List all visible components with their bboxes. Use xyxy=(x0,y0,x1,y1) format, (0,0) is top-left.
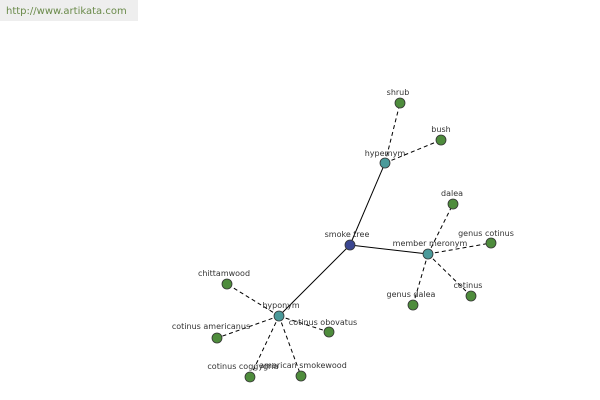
edge xyxy=(249,315,280,378)
edge xyxy=(427,242,492,255)
node[interactable] xyxy=(344,239,356,251)
node[interactable] xyxy=(485,237,497,249)
node-label[interactable]: member meronym xyxy=(393,239,468,248)
edge xyxy=(427,203,454,255)
node[interactable] xyxy=(465,290,477,302)
node[interactable] xyxy=(435,134,447,146)
node-label[interactable]: dalea xyxy=(441,189,463,198)
node[interactable] xyxy=(273,310,285,322)
edge xyxy=(384,139,442,164)
edge xyxy=(349,244,429,255)
node-label[interactable]: bush xyxy=(431,125,450,134)
node[interactable] xyxy=(244,371,256,383)
node-label[interactable]: american smokewood xyxy=(259,361,347,370)
edge xyxy=(226,283,280,317)
node-label[interactable]: genus cotinus xyxy=(458,229,514,238)
node[interactable] xyxy=(295,370,307,382)
node-label[interactable]: cotinus xyxy=(454,281,483,290)
node-label[interactable]: hypernym xyxy=(365,149,406,158)
header-box xyxy=(0,0,138,21)
node[interactable] xyxy=(221,278,233,290)
node[interactable] xyxy=(394,97,406,109)
node[interactable] xyxy=(407,299,419,311)
header-url[interactable]: http://www.artikata.com xyxy=(6,6,127,17)
edge xyxy=(216,315,280,339)
node-label[interactable]: shrub xyxy=(387,88,410,97)
node[interactable] xyxy=(447,198,459,210)
edge xyxy=(384,102,401,164)
node-label[interactable]: cotinus americanus xyxy=(172,322,250,331)
node[interactable] xyxy=(211,332,223,344)
nodes xyxy=(211,97,497,383)
node-label[interactable]: cotinus coggygria xyxy=(207,362,278,371)
node[interactable] xyxy=(422,248,434,260)
node-label[interactable]: chittamwood xyxy=(198,269,250,278)
edge xyxy=(412,253,429,306)
edges xyxy=(216,102,492,378)
node-label[interactable]: hyponym xyxy=(262,301,300,310)
edge xyxy=(278,244,351,317)
edge xyxy=(278,315,302,377)
labels: smoke tree hypernym shrub bush member me… xyxy=(172,88,514,371)
edge xyxy=(427,253,472,297)
node-label[interactable]: smoke tree xyxy=(325,230,370,239)
node[interactable] xyxy=(379,157,391,169)
node-label[interactable]: genus dalea xyxy=(387,290,436,299)
node[interactable] xyxy=(323,326,335,338)
edge xyxy=(349,162,386,246)
node-label[interactable]: cotinus obovatus xyxy=(289,318,357,327)
edge xyxy=(278,315,330,333)
